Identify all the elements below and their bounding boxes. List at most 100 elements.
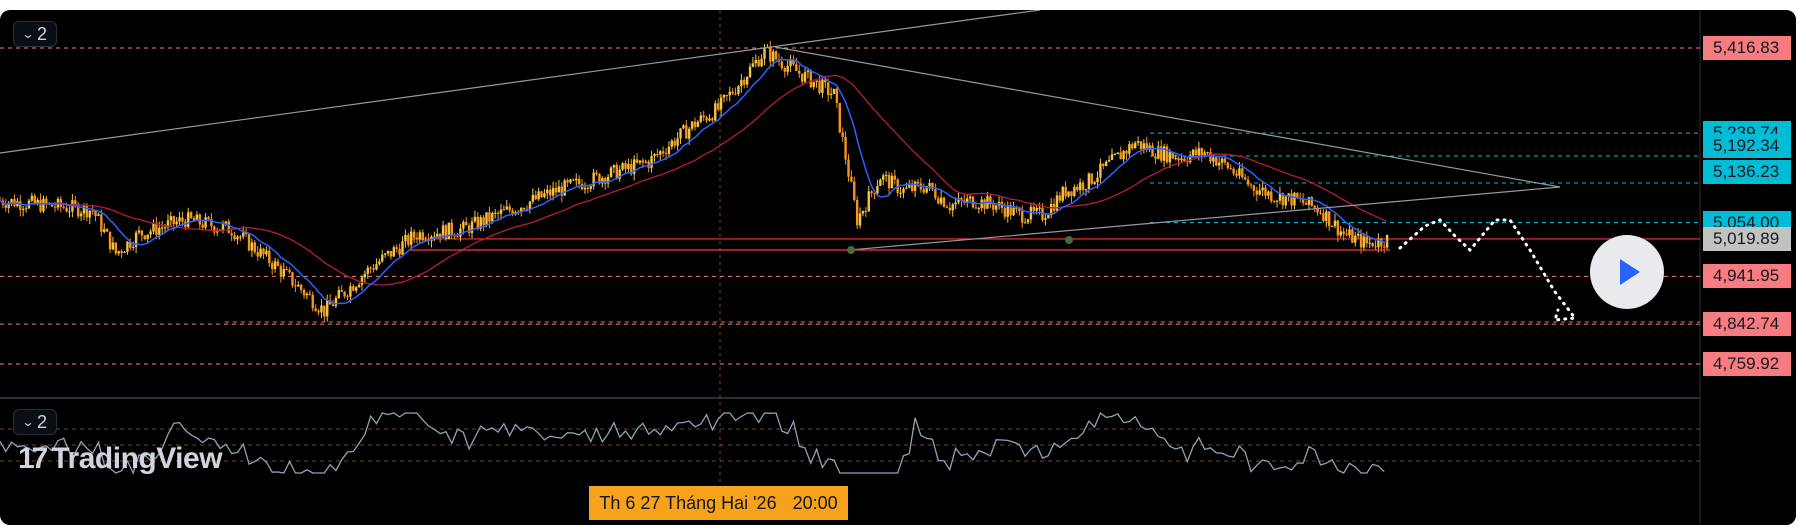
candle <box>783 68 786 72</box>
candle <box>175 221 178 225</box>
main-pane-collapse-button[interactable]: ⌄ 2 <box>13 21 57 47</box>
candle <box>1330 226 1334 228</box>
candle <box>676 138 679 146</box>
replay-play-button[interactable] <box>1590 235 1664 309</box>
candle <box>838 103 841 133</box>
projection-path <box>1398 218 1578 322</box>
candle <box>855 200 859 226</box>
candle <box>129 241 132 248</box>
candle <box>1319 212 1322 214</box>
candle <box>815 80 818 82</box>
candle <box>931 183 934 190</box>
candle <box>1073 186 1076 196</box>
candle <box>899 192 902 194</box>
candle <box>786 66 789 72</box>
crosshair-date: Th 6 27 Tháng Hai '26 <box>599 492 777 513</box>
candle <box>989 196 992 205</box>
candle <box>1148 145 1151 150</box>
candle <box>939 197 943 204</box>
candle <box>97 214 100 216</box>
candle <box>557 186 561 193</box>
candle <box>1229 168 1232 170</box>
price-chart[interactable] <box>0 10 1796 525</box>
candle <box>1284 196 1287 206</box>
candle <box>1359 234 1363 248</box>
candle <box>1151 145 1154 157</box>
candle <box>1055 195 1059 211</box>
candle <box>195 214 199 222</box>
candle <box>731 91 734 94</box>
candle <box>595 172 598 174</box>
candle <box>551 187 555 196</box>
candle <box>983 199 986 209</box>
candle <box>1078 182 1082 191</box>
candle <box>1029 206 1033 220</box>
candle <box>149 231 152 235</box>
candle <box>1385 234 1389 248</box>
candle <box>520 207 523 212</box>
candle <box>818 80 821 93</box>
pivot-marker <box>1065 236 1073 244</box>
candle <box>670 140 674 147</box>
candle <box>612 165 616 168</box>
candle <box>534 194 537 200</box>
candle <box>256 252 259 257</box>
candle <box>803 72 807 82</box>
candle <box>583 187 587 190</box>
candle <box>1203 152 1206 156</box>
candle <box>1246 179 1250 185</box>
candle <box>774 51 778 60</box>
candle <box>1235 173 1238 176</box>
candle <box>928 183 931 187</box>
candle <box>659 151 662 155</box>
candle <box>638 160 642 163</box>
candle <box>79 213 83 217</box>
candle <box>1009 205 1012 216</box>
candle <box>771 51 775 62</box>
candle <box>971 196 975 208</box>
candle <box>1099 163 1102 178</box>
price-tag-level: 4,842.74 <box>1703 312 1791 337</box>
candle <box>699 115 702 122</box>
candle <box>239 236 242 238</box>
candle <box>105 229 109 232</box>
candle <box>615 165 619 179</box>
candle <box>221 223 225 230</box>
candle <box>314 308 317 312</box>
candle <box>546 189 549 194</box>
candle <box>734 93 737 95</box>
candle <box>725 94 729 96</box>
candle <box>160 227 164 229</box>
candle <box>117 251 120 254</box>
candle <box>1157 146 1160 159</box>
candle <box>549 189 552 196</box>
ma-fast-line <box>0 58 1388 305</box>
candle <box>908 185 911 188</box>
candle <box>893 175 897 180</box>
candle <box>1061 186 1064 201</box>
candle <box>879 179 882 186</box>
play-icon <box>1620 259 1640 285</box>
candle <box>858 213 862 226</box>
candle <box>21 209 25 211</box>
candle <box>1105 161 1108 166</box>
candle <box>1383 246 1386 248</box>
candle <box>1113 154 1117 156</box>
candle <box>250 242 254 251</box>
candle <box>244 232 248 235</box>
candle <box>1374 246 1377 248</box>
candle <box>178 217 181 222</box>
candle <box>352 286 355 291</box>
indicator-pane-collapse-button[interactable]: ⌄ 2 <box>13 409 57 435</box>
candle <box>404 234 407 242</box>
candle <box>1012 207 1015 216</box>
candle <box>528 201 532 210</box>
candle <box>204 217 207 228</box>
candle <box>378 261 381 265</box>
candle <box>682 125 685 129</box>
candle <box>120 251 123 253</box>
candle <box>1371 242 1374 247</box>
candle <box>910 185 914 191</box>
candle <box>728 91 731 96</box>
candle <box>369 267 372 269</box>
